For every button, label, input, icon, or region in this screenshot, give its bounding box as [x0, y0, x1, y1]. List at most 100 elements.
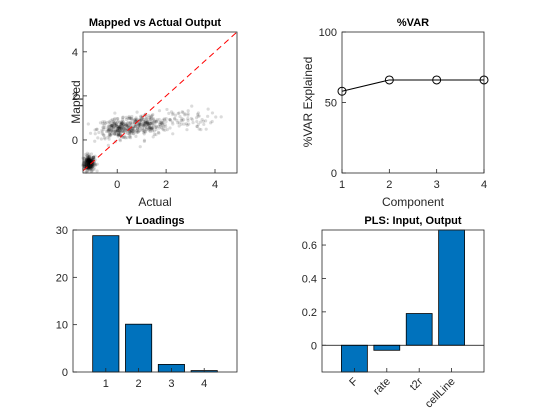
scatter-point: [214, 115, 218, 119]
scatter-point: [130, 121, 135, 125]
scatter-point: [159, 121, 163, 125]
scatter-point: [117, 127, 121, 131]
scatter-point: [130, 118, 134, 122]
scatter-point: [87, 159, 92, 164]
scatter-point: [86, 157, 91, 161]
scatter-point: [159, 120, 163, 124]
scatter-point: [148, 116, 152, 120]
scatter-point: [98, 121, 103, 125]
scatter-point: [128, 135, 132, 139]
scatter-point: [196, 111, 200, 115]
scatter-point: [197, 114, 201, 118]
scatter-point: [122, 122, 126, 126]
scatter-point: [138, 145, 142, 149]
scatter-point: [119, 120, 123, 124]
scatter-point: [121, 126, 125, 131]
scatter-point: [119, 126, 123, 131]
scatter-point: [149, 127, 153, 131]
scatter-point: [187, 122, 191, 126]
scatter-point: [89, 159, 93, 163]
scatter-point: [111, 125, 115, 130]
scatter-point: [137, 121, 141, 125]
scatter-point: [189, 116, 193, 121]
scatter-point: [146, 121, 150, 125]
scatter-point: [86, 160, 91, 164]
scatter-point: [194, 116, 199, 120]
scatter-point: [88, 160, 92, 164]
scatter-point: [115, 124, 119, 129]
scatter-point: [153, 122, 157, 127]
scatter-point: [89, 169, 93, 173]
scatter-point: [85, 156, 89, 161]
scatter-point: [84, 164, 88, 168]
scatter-point: [142, 129, 146, 133]
scatter-point: [94, 163, 98, 167]
scatter-point: [119, 122, 123, 126]
scatter-point: [148, 117, 152, 121]
scatter-point: [102, 127, 106, 132]
scatter-point: [110, 132, 114, 136]
scatter-point: [116, 134, 120, 138]
scatter-point: [118, 132, 122, 137]
variance-marker: [479, 75, 489, 85]
scatter-point: [109, 118, 113, 122]
scatter-point: [177, 111, 181, 115]
scatter-point: [131, 126, 135, 131]
scatter-point: [151, 124, 155, 128]
scatter-point: [184, 122, 189, 126]
scatter-point: [137, 129, 141, 133]
scatter-point: [161, 121, 165, 125]
scatter-point: [85, 159, 89, 164]
reference-line: [82, 31, 238, 172]
scatter-point: [120, 123, 124, 128]
scatter-point: [150, 125, 154, 130]
scatter-point: [137, 123, 141, 127]
scatter-point: [146, 120, 150, 125]
scatter-point: [132, 128, 136, 132]
yloadings-xtick: 2: [136, 378, 142, 390]
scatter-point: [177, 121, 181, 125]
scatter-point: [85, 163, 89, 168]
scatter-point: [84, 152, 88, 157]
scatter-point: [183, 112, 187, 116]
scatter-point: [114, 122, 118, 126]
scatter-xtick: 0: [114, 179, 120, 191]
scatter-point: [127, 131, 131, 136]
scatter-point: [139, 121, 143, 125]
scatter-point: [106, 126, 110, 130]
scatter-point: [112, 132, 117, 136]
scatter-point: [84, 162, 88, 166]
scatter-point: [107, 120, 111, 124]
scatter-point: [125, 123, 129, 127]
scatter-point: [115, 127, 119, 131]
scatter-point: [150, 127, 155, 131]
scatter-point: [113, 129, 118, 134]
scatter-point: [118, 129, 122, 133]
scatter-point: [87, 165, 91, 170]
scatter-point: [84, 160, 88, 164]
scatter-point: [139, 118, 144, 122]
yloadings-ytick: 10: [56, 320, 68, 332]
scatter-point: [155, 118, 159, 122]
scatter-point: [148, 126, 152, 130]
scatter-point: [110, 123, 114, 127]
scatter-point: [107, 132, 111, 136]
scatter-point: [112, 129, 116, 133]
scatter-point: [173, 113, 178, 117]
scatter-point: [122, 123, 126, 127]
scatter-point: [105, 129, 110, 133]
scatter-point: [151, 135, 155, 139]
pls-ytick: 0: [311, 340, 317, 352]
scatter-point: [101, 122, 105, 126]
scatter-point: [120, 129, 124, 133]
scatter-point: [88, 158, 92, 162]
pls-xtick: cellLine: [423, 376, 458, 411]
scatter-point: [101, 126, 105, 130]
scatter-point: [163, 122, 167, 127]
scatter-point: [87, 156, 91, 160]
scatter-point: [128, 121, 133, 125]
scatter-point: [89, 166, 94, 170]
scatter-point: [102, 123, 106, 127]
scatter-point: [190, 118, 194, 122]
scatter-point: [85, 157, 89, 162]
